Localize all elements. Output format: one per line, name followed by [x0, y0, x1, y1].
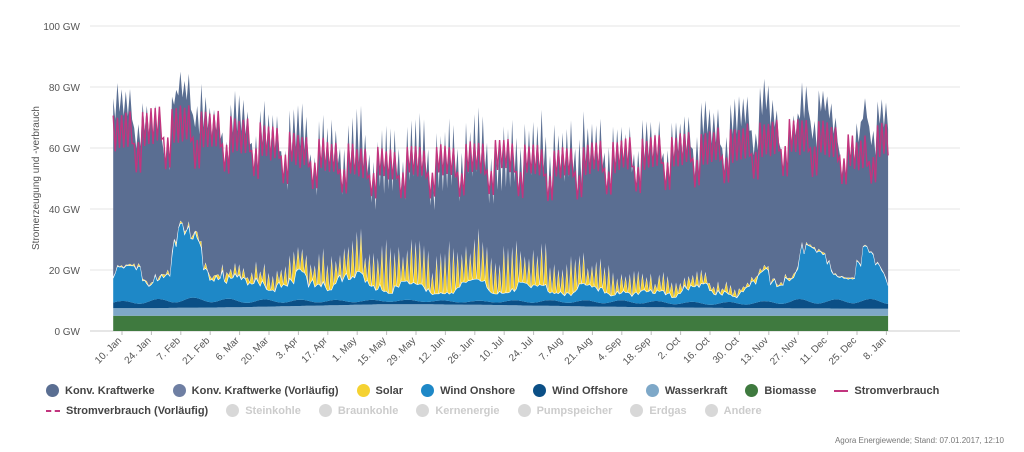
x-tick-label: 21. Aug [563, 335, 595, 367]
y-tick-label: 20 GW [49, 266, 81, 277]
y-tick-label: 40 GW [49, 205, 81, 216]
x-tick-label: 29. May [385, 335, 418, 368]
legend-symbol [834, 389, 849, 392]
legend-symbol [421, 384, 435, 397]
area-series [112, 71, 889, 331]
legend-item-braunkohle[interactable]: Braunkohle [318, 404, 399, 417]
legend-row-1: Konv. Kraftwerke Konv. Kraftwerke (Vorläu… [46, 384, 957, 397]
line-series [112, 105, 889, 202]
legend-symbol [46, 409, 60, 412]
legend-label: Konv. Kraftwerke (Vorläufig) [191, 384, 339, 397]
legend-row-2: Stromverbrauch (Vorläufig) Steinkohle Brau… [46, 404, 780, 417]
x-tick-label: 15. May [356, 335, 389, 368]
legend-item-stromverbrauch[interactable]: Stromverbrauch [834, 385, 939, 397]
area-wasserkraft [113, 304, 889, 316]
legend-label: Wind Offshore [552, 384, 628, 397]
area-wind-offshore [113, 297, 889, 309]
y-tick-label: 80 GW [49, 83, 81, 94]
legend-item-konv-kraftwerke[interactable]: Konv. Kraftwerke [46, 384, 155, 397]
x-tick-label: 11. Dec [798, 335, 830, 367]
legend-label: Pumpspeicher [536, 404, 613, 417]
x-tick-label: 16. Oct [682, 335, 713, 366]
legend-label: Steinkohle [245, 404, 301, 417]
legend-symbol [645, 384, 659, 397]
legend-symbol [704, 404, 718, 417]
legend-symbol [356, 384, 370, 397]
legend-label: Andere [723, 404, 762, 417]
x-tick-label: 20. Mar [239, 335, 271, 367]
line-stromverbrauch [112, 105, 889, 202]
x-tick-label: 12. Jun [417, 335, 448, 366]
legend-item-erdgas[interactable]: Erdgas [630, 404, 687, 417]
legend-item-kernenergie[interactable]: Kernenergie [416, 404, 500, 417]
x-tick-label: 24. Jul [507, 335, 536, 364]
y-tick-label: 100 GW [43, 22, 80, 33]
x-tick-label: 24. Jan [123, 335, 154, 366]
legend-item-wind-onshore[interactable]: Wind Onshore [421, 384, 515, 397]
x-tick-label: 10. Jul [478, 335, 507, 364]
legend-symbol [226, 404, 240, 417]
x-tick-label: 10. Jan [93, 335, 124, 366]
legend-label: Solar [375, 384, 404, 397]
x-tick-label: 25. Dec [827, 335, 859, 367]
legend-symbol [630, 404, 644, 417]
x-tick-label: 21. Feb [181, 335, 213, 367]
x-tick-label: 8. Jan [861, 335, 888, 362]
area-solar [112, 220, 889, 299]
legend-item-andere[interactable]: Andere [704, 404, 762, 417]
legend-item-pumpspeicher[interactable]: Pumpspeicher [517, 404, 613, 417]
y-axis-label: Stromerzeugung und -verbrauch [31, 106, 42, 250]
legend-symbol [172, 384, 186, 397]
x-tick-label: 6. Mar [214, 335, 242, 363]
legend-item-solar[interactable]: Solar [356, 384, 404, 397]
legend-label: Erdgas [649, 404, 687, 417]
x-tick-label: 13. Nov [739, 335, 771, 367]
x-tick-label: 2. Oct [656, 335, 683, 362]
legend-item-konv-kraftwerke-vorl-ufig[interactable]: Konv. Kraftwerke (Vorläufig) [172, 384, 339, 397]
x-tick-label: 3. Apr [274, 335, 301, 362]
legend-label: Stromverbrauch (Vorläufig) [66, 404, 209, 417]
legend-label: Biomasse [764, 384, 817, 397]
legend-symbol [46, 384, 59, 397]
x-tick-label: 7. Aug [537, 335, 565, 363]
credit-text: Agora Energiewende; Stand: 07.01.2017, 1… [834, 436, 1004, 445]
legend-item-steinkohle[interactable]: Steinkohle [226, 404, 301, 417]
legend-item-wasserkraft[interactable]: Wasserkraft [645, 384, 728, 397]
legend-symbol [416, 404, 430, 417]
x-tick-label: 27. Nov [768, 335, 800, 367]
legend-symbol [318, 404, 332, 417]
legend-symbol [517, 404, 531, 417]
legend-symbol [533, 384, 547, 397]
x-tick-label: 18. Sep [621, 335, 653, 367]
legend-item-wind-offshore[interactable]: Wind Offshore [533, 384, 628, 397]
legend-label: Konv. Kraftwerke [65, 384, 155, 397]
area-wind-onshore [113, 223, 889, 305]
legend-label: Wasserkraft [664, 384, 728, 397]
x-tick-label: 30. Oct [711, 335, 742, 366]
area-biomasse [113, 315, 889, 331]
x-tick-label: 4. Sep [596, 335, 625, 364]
legend-item-stromverbrauch-vorl-ufig[interactable]: Stromverbrauch (Vorläufig) [46, 405, 208, 417]
x-tick-label: 7. Feb [155, 335, 183, 363]
legend-item-biomasse[interactable]: Biomasse [745, 384, 816, 397]
x-tick-label: 17. Apr [300, 335, 331, 366]
y-axis-ticks: 0 GW 20 GW 40 GW 60 GW 80 GW 100 GW [43, 22, 80, 338]
legend-label: Kernenergie [435, 404, 500, 417]
legend-label: Braunkohle [337, 404, 399, 417]
legend-label: Wind Onshore [440, 384, 516, 397]
legend-label: Stromverbrauch [854, 384, 940, 397]
area-konv-kraftwerke [113, 71, 889, 298]
y-tick-label: 0 GW [54, 327, 80, 338]
legend-symbol [745, 384, 759, 397]
y-tick-label: 60 GW [49, 144, 81, 155]
x-tick-label: 26. Jun [446, 335, 477, 366]
